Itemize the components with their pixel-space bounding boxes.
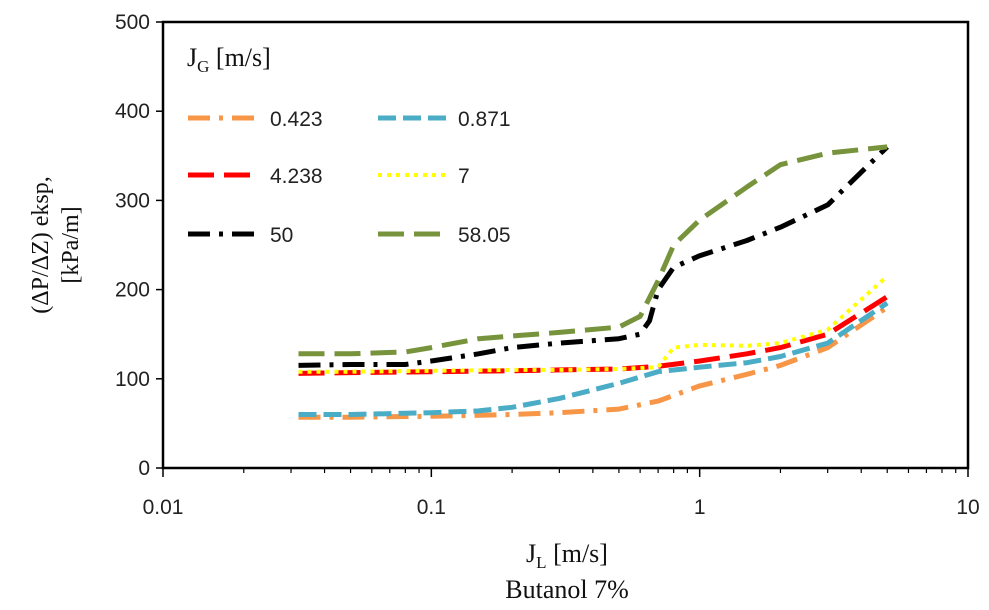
legend-label: 7	[458, 165, 470, 188]
legend-label: 50	[270, 224, 293, 247]
x-axis-note: Butanol 7%	[505, 575, 629, 604]
x-tick-label: 0.1	[417, 496, 446, 519]
y-tick-label: 500	[115, 11, 150, 34]
series-line-7	[298, 274, 889, 374]
legend-label: 0.423	[270, 108, 323, 131]
y-axis-ticks: 0 100 200 300 400 500	[115, 11, 163, 480]
legend-title-main: J	[187, 43, 197, 72]
legend-title: JG [m/s]	[187, 43, 271, 76]
x-tick-label: 0.01	[143, 496, 184, 519]
x-axis-title-unit: [m/s]	[547, 539, 608, 568]
legend-label: 0.871	[458, 108, 511, 131]
x-axis-title-sub: L	[536, 553, 546, 572]
legend: JG [m/s] 0.423 0.871 4.238 7 50 58.05	[187, 43, 511, 247]
y-axis-title-line1: (ΔP/ΔZ) eksp,	[28, 176, 54, 314]
series-line-0.423	[298, 305, 889, 420]
x-tick-label: 1	[694, 496, 706, 519]
y-tick-label: 300	[115, 189, 150, 212]
x-axis-title-main: J	[526, 539, 536, 568]
x-axis-title: JL [m/s]	[526, 539, 608, 572]
series-line-0.871	[298, 300, 889, 417]
x-axis-ticks: 0.01 0.1 1 10	[143, 468, 980, 519]
series-line-50	[298, 145, 889, 368]
legend-title-unit: [m/s]	[209, 43, 270, 72]
y-axis-title-line2: [kPa/m]	[58, 206, 84, 283]
series-line-58.05	[298, 144, 888, 357]
series-line-4.238	[298, 294, 889, 376]
legend-label: 4.238	[270, 165, 323, 188]
y-axis-title: (ΔP/ΔZ) eksp, [kPa/m]	[28, 176, 84, 314]
y-tick-label: 0	[138, 457, 150, 480]
y-tick-label: 200	[115, 279, 150, 302]
series-layer	[298, 144, 889, 420]
legend-items: 0.423 0.871 4.238 7 50 58.05	[188, 108, 511, 247]
y-tick-label: 100	[115, 368, 150, 391]
x-tick-label: 10	[956, 496, 979, 519]
legend-title-sub: G	[197, 57, 209, 76]
plot-frame	[161, 20, 970, 470]
y-tick-label: 400	[115, 100, 150, 123]
legend-label: 58.05	[458, 224, 511, 247]
